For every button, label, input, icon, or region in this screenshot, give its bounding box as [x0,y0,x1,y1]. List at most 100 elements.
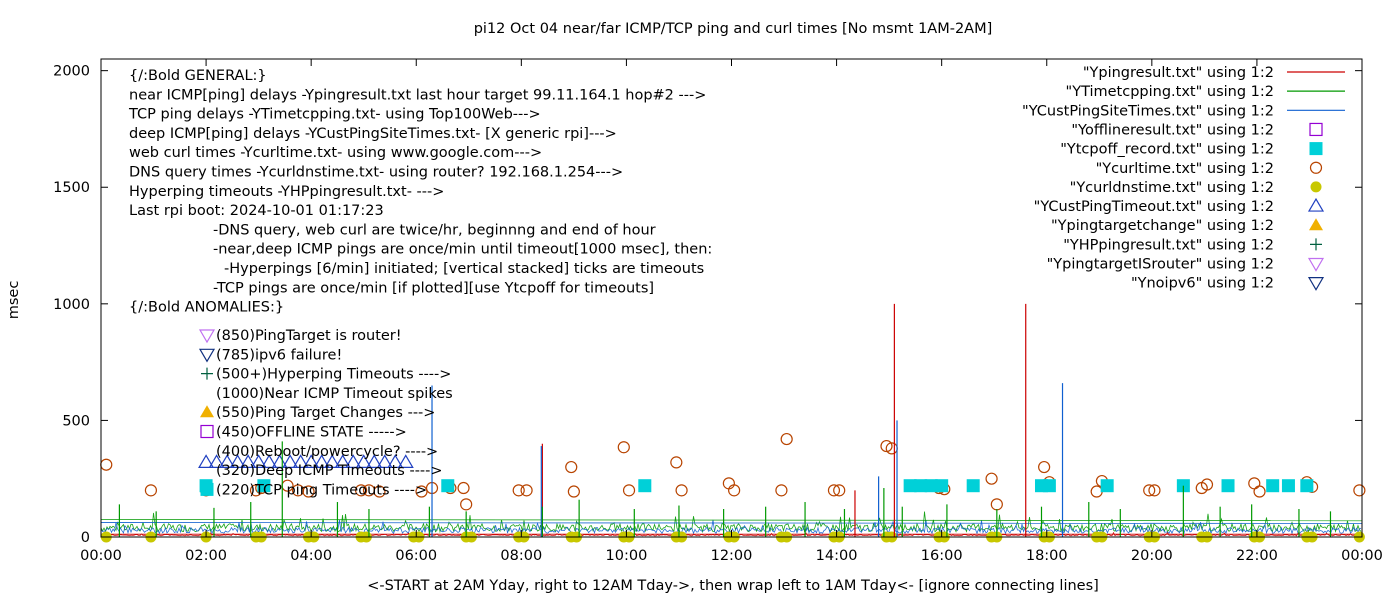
marker-0-48 [1353,484,1366,497]
marker-3-4 [240,454,257,468]
legend-swatch-8 [1309,218,1323,231]
marker-3-17 [376,454,393,468]
note-line-5: DNS query times -Ycurldnstime.txt- using… [129,165,623,181]
legend-label-8: "Ypingtargetchange" using 1:2 [1051,218,1274,234]
x-tick-label-10: 20:00 [1131,548,1173,564]
marker-3-6 [261,454,278,468]
marker-3-19 [397,454,414,468]
marker-3-13 [334,454,351,468]
marker-1-10 [1042,479,1056,493]
note-line-12: {/:Bold ANOMALIES:} [129,300,284,316]
legend-swatch-4 [1309,142,1323,156]
marker-0-19 [567,485,580,498]
marker-0-40 [1143,484,1156,497]
note-line-11: -TCP pings are once/min [if plotted][use… [213,280,654,296]
note-line-7: Last rpi boot: 2024-10-01 01:17:23 [129,203,384,219]
x-tick-label-2: 04:00 [290,548,332,564]
marker-0-11 [415,485,428,498]
legend-label-5: "Ycurltime.txt" using 1:2 [1096,161,1274,177]
marker-1-14 [1266,479,1280,493]
legend-label-2: "YCustPingSiteTimes.txt" using 1:2 [1022,103,1274,119]
marker-1-6 [924,479,938,493]
chart-title: pi12 Oct 04 near/far ICMP/TCP ping and c… [474,21,993,37]
anomaly-marker-0 [198,329,216,344]
marker-0-20 [617,441,630,454]
legend-swatch-11 [1307,277,1325,291]
marker-3-18 [387,454,404,468]
marker-1-7 [935,479,949,493]
marker-3-10 [303,454,320,468]
marker-3-15 [355,454,372,468]
anomaly-marker-5 [200,424,214,439]
marker-0-36 [1038,460,1051,474]
legend-swatch-9 [1310,238,1322,251]
anomaly-label-4: (550)Ping Target Changes ---> [216,405,435,421]
anomaly-marker-8 [200,482,214,496]
marker-0-43 [1200,478,1214,491]
marker-3-11 [313,454,330,468]
marker-0-14 [457,481,470,495]
marker-1-3 [638,479,652,493]
marker-3-2 [219,454,236,468]
deep-wrap-connecting-line [100,522,1363,524]
marker-3-3 [229,454,246,468]
annotation-notes: {/:Bold GENERAL:} near ICMP[ping] delays … [128,68,712,498]
legend-label-3: "Yofflineresult.txt" using 1:2 [1071,122,1274,138]
marker-0-41 [1148,484,1161,497]
marker-0-23 [675,484,688,497]
marker-0-21 [622,484,636,497]
anomaly-marker-2 [201,367,213,380]
marker-0-1 [144,484,158,497]
y-tick-label-0: 0 [81,530,90,546]
legend-label-1: "YTimetcpping.txt" using 1:2 [1066,84,1274,100]
x-tick-label-12: 00:00 [1341,548,1383,564]
y-axis-label: msec [6,281,22,320]
x-axis-label: <-START at 2AM Yday, right to 12AM Tday-… [367,578,1099,594]
legend-label-11: "Ynoipv6" using 1:2 [1131,276,1274,292]
anomaly-label-6: (400)Reboot/powercycle? ----> [216,444,438,460]
marker-0-18 [565,460,578,474]
marker-0-34 [985,472,998,485]
legend-label-6: "Ycurldnstime.txt" using 1:2 [1070,180,1274,196]
anomaly-marker-1 [198,348,216,363]
y-tick-label-4: 2000 [53,64,90,80]
anomaly-label-2: (500+)Hyperping Timeouts ----> [216,367,451,383]
x-tick-label-7: 14:00 [816,548,858,564]
marker-0-16 [512,484,525,497]
legend-swatch-3 [1309,122,1323,137]
anomaly-marker-4 [200,405,214,418]
legend-label-9: "YHPpingresult.txt" using 1:2 [1063,237,1274,253]
note-line-6: Hyperping timeouts -YHPpingresult.txt- -… [129,184,444,200]
note-line-3: deep ICMP[ping] delays -YCustPingSiteTim… [129,126,617,142]
marker-1-11 [1100,479,1114,493]
note-line-1: near ICMP[ping] delays -Ypingresult.txt … [129,87,706,103]
marker-3-9 [292,454,309,468]
note-line-10: -Hyperpings [6/min] initiated; [vertical… [224,261,704,277]
y-tick-label-3: 1500 [53,180,90,196]
legend-swatch-6 [1310,181,1322,193]
anomaly-label-5: (450)OFFLINE STATE -----> [216,425,407,441]
x-tick-label-0: 00:00 [80,548,122,564]
marker-0-26 [775,484,788,497]
anomaly-label-7: (320)Deep ICMP Timeouts ----> [216,463,443,479]
axes: 00:00 02:00 04:00 06:00 08:00 10:00 12:00 14:00… [53,58,1383,564]
marker-1-5 [914,479,928,493]
legend-label-7: "YCustPingTimeout.txt" using 1:2 [1034,199,1274,215]
note-line-2: TCP ping delays -YTimetcpping.txt- using… [128,107,541,123]
marker-0-28 [827,484,841,497]
marker-3-1 [208,454,225,468]
x-tick-label-5: 10:00 [606,548,648,564]
note-line-0: {/:Bold GENERAL:} [129,68,267,84]
x-tick-label-8: 16:00 [921,548,963,564]
marker-0-25 [728,484,741,497]
marker-0-45 [1253,485,1266,498]
anomaly-label-1: (785)ipv6 failure! [216,347,342,363]
legend-swatch-5 [1309,161,1323,174]
x-tick-label-4: 08:00 [500,548,542,564]
note-line-4: web curl times -Ycurltime.txt- using www… [129,145,542,161]
marker-0-17 [520,484,533,497]
legend-label-4: "Ytcpoff_record.txt" using 1:2 [1060,142,1274,158]
marker-0-29 [833,484,846,497]
marker-1-4 [903,479,917,493]
